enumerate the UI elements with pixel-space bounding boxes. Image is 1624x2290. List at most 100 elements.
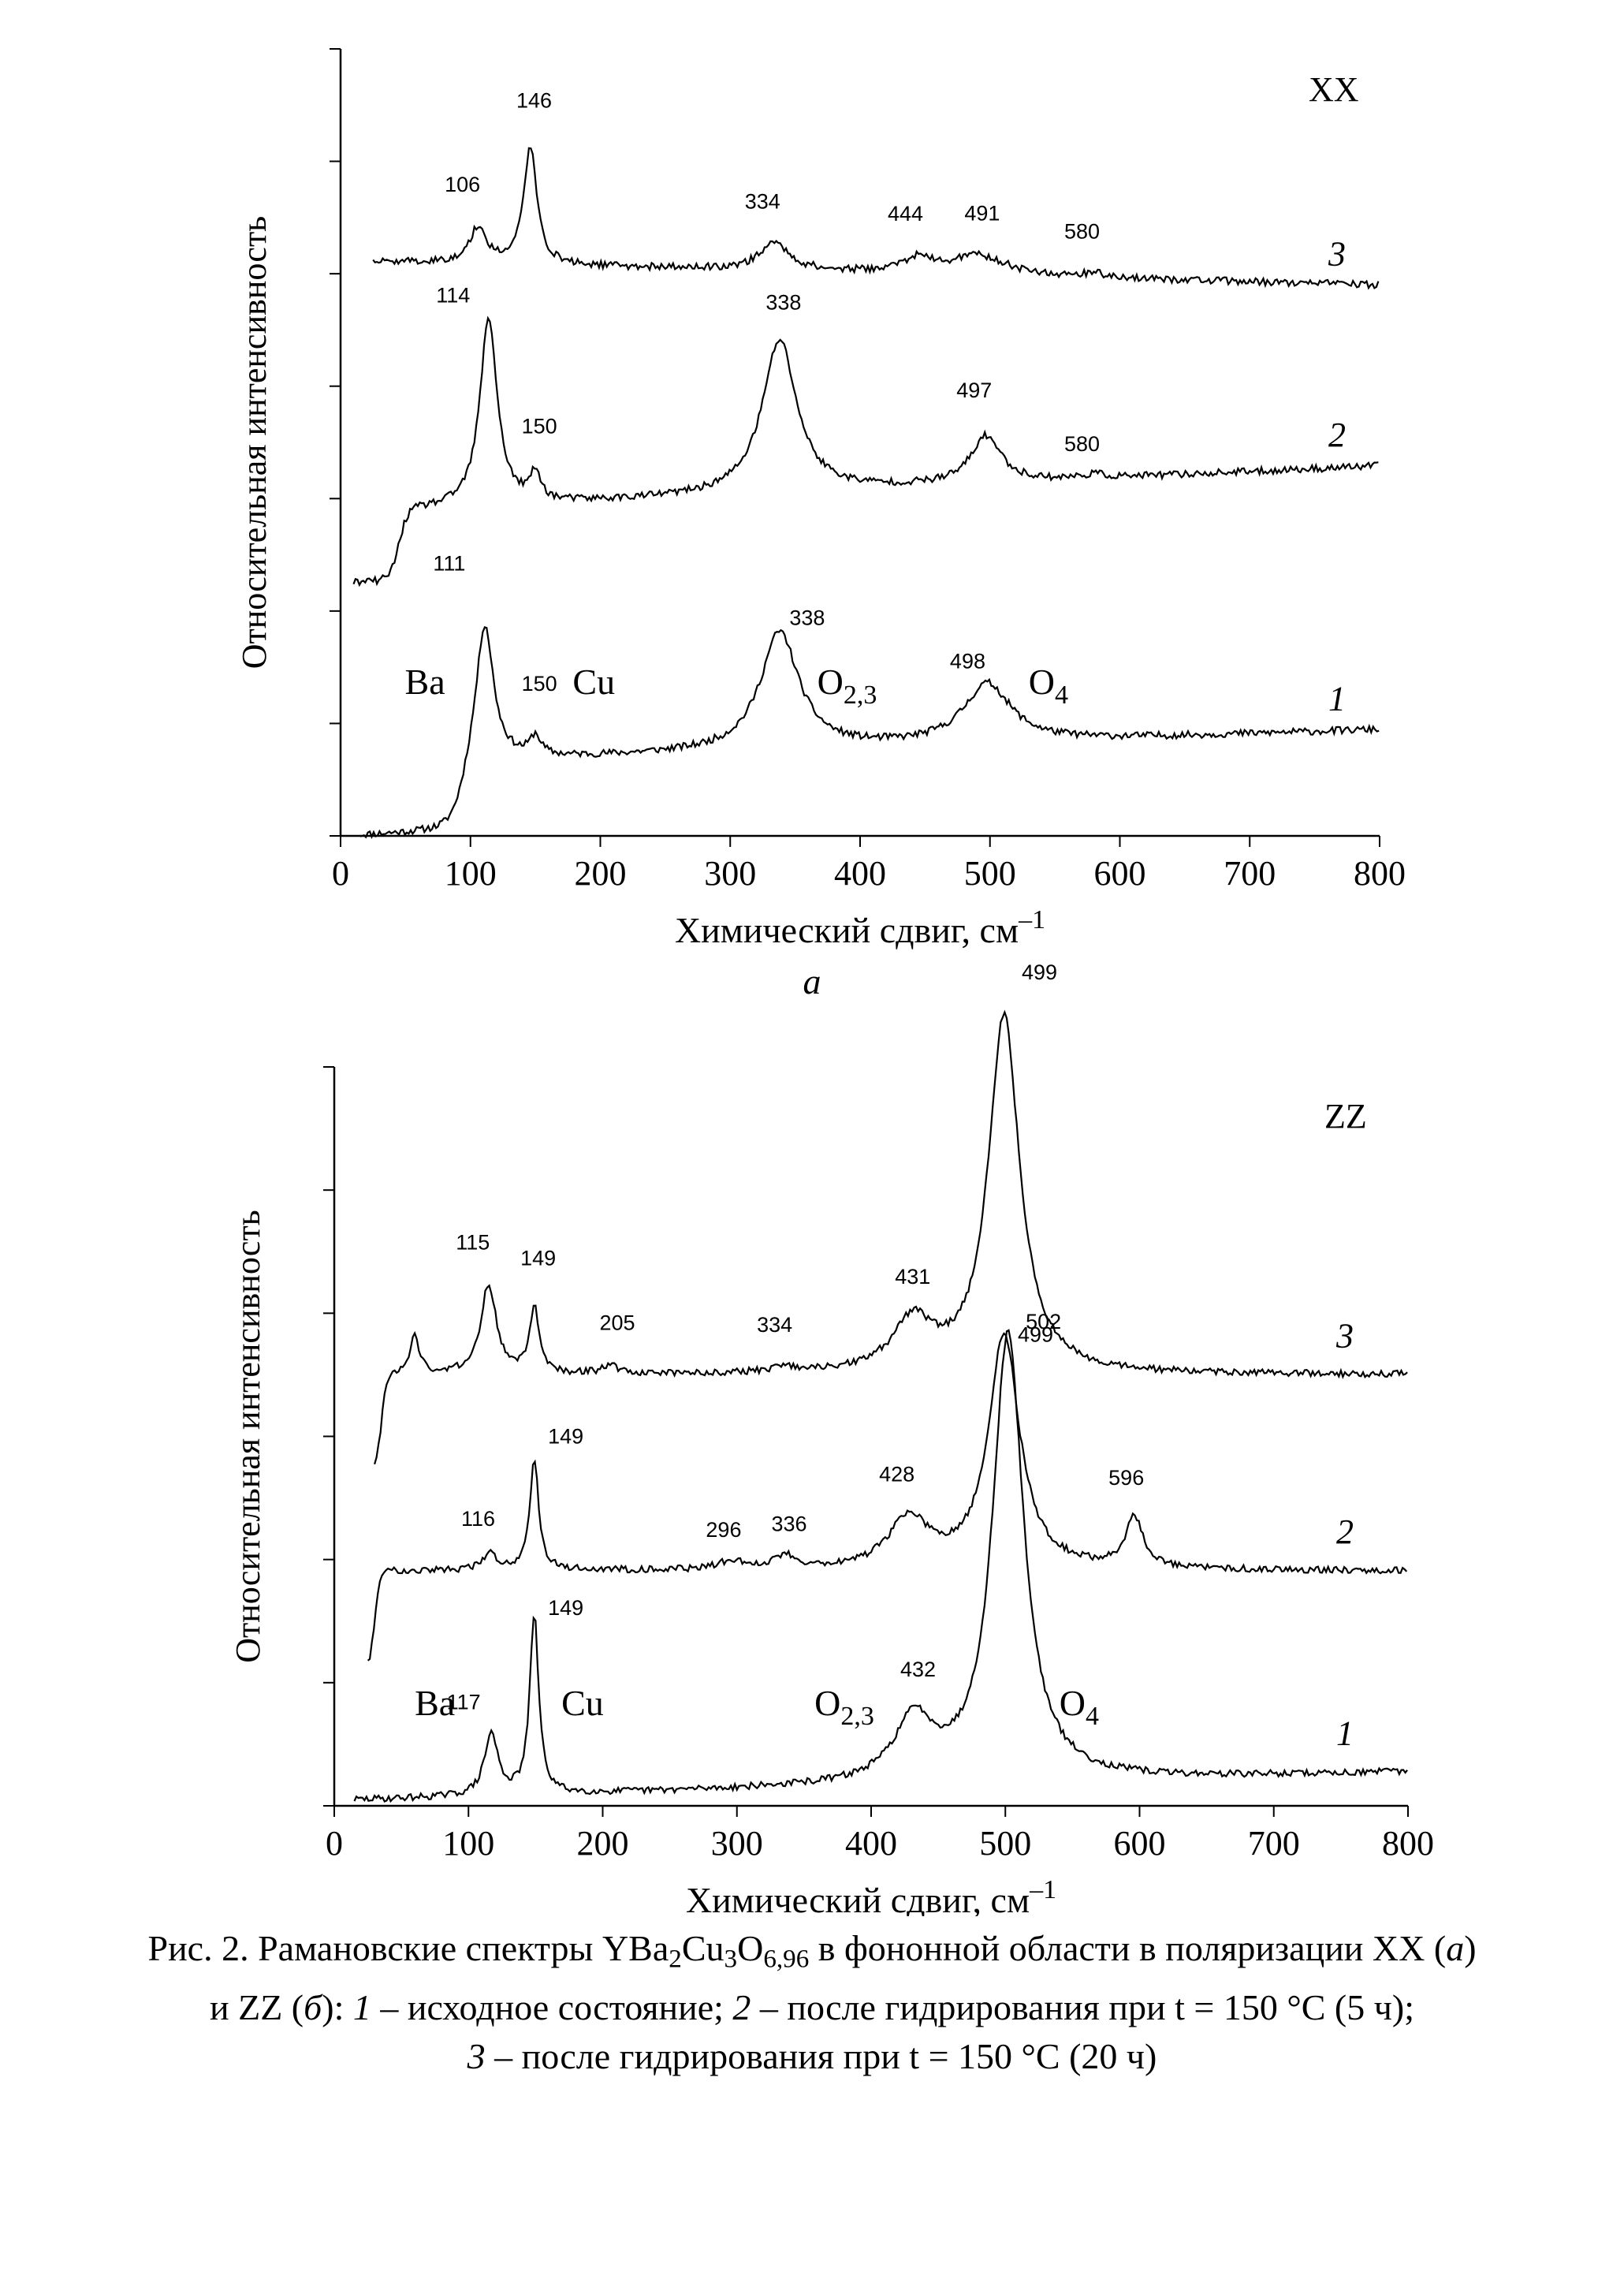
- x-axis-title-superscript: –1: [1018, 905, 1045, 934]
- x-tick-label: 300: [704, 854, 756, 893]
- peak-label: 336: [772, 1512, 807, 1535]
- x-tick-label: 600: [1094, 854, 1146, 893]
- peak-label: 296: [706, 1518, 741, 1542]
- peak-label: 432: [900, 1658, 936, 1681]
- spectrum-line-3: [374, 1009, 1408, 1465]
- mode-label-text: O: [818, 662, 844, 702]
- peak-label: 150: [522, 672, 557, 696]
- caption-text: O: [737, 1928, 764, 1968]
- spectrum-line-2: [367, 1332, 1408, 1662]
- mode-label-subscript: 2,3: [840, 1702, 874, 1731]
- caption-line-1: Рис. 2. Рамановские спектры YBa2Cu3O6,96…: [63, 1924, 1561, 1983]
- mode-label: O4: [1060, 1683, 1099, 1731]
- peak-label: 596: [1108, 1466, 1144, 1490]
- caption-text: в фононной области в поляризации XX (: [809, 1928, 1447, 1968]
- mode-label-text: O: [1029, 662, 1055, 702]
- peak-label: 499: [1022, 960, 1057, 984]
- polarization-label: XX: [1309, 70, 1359, 109]
- x-tick-label: 400: [845, 1824, 897, 1863]
- spectrum-line-3: [372, 147, 1380, 290]
- peak-label: 117: [447, 1691, 481, 1714]
- x-tick-label: 600: [1114, 1824, 1166, 1863]
- y-axis-title: Относительная интенсивность: [229, 1210, 267, 1663]
- x-axis-title-superscript: –1: [1029, 1875, 1056, 1904]
- caption-italic: 2: [732, 1987, 751, 2028]
- mode-label-text: Ba: [415, 1683, 455, 1723]
- caption-subscript: 3: [724, 1944, 738, 1974]
- caption-subscript: 2: [669, 1944, 682, 1974]
- caption-italic: б: [304, 1987, 322, 2028]
- caption-text: ): [1464, 1928, 1477, 1968]
- peak-label: 115: [456, 1231, 490, 1255]
- peak-label: 205: [599, 1311, 635, 1334]
- peak-label: 334: [757, 1313, 792, 1337]
- peak-label: 491: [964, 202, 1000, 226]
- chart-panel-а: 0 100 200 300 400 500 600 700 800 Химический сдви…: [235, 48, 1406, 1001]
- x-axis-title: Химический сдвиг, см–1: [675, 905, 1045, 950]
- mode-label: O2,3: [814, 1683, 874, 1731]
- mode-label: Cu: [561, 1683, 604, 1723]
- caption-text: Cu: [681, 1928, 724, 1968]
- caption-text: – после гидрирования при t = 150 °C (20 …: [485, 2036, 1157, 2077]
- mode-label-text: Ba: [405, 662, 445, 702]
- x-tick-label: 100: [442, 1824, 494, 1863]
- peak-label: 428: [879, 1462, 914, 1486]
- peak-label: 444: [888, 202, 923, 226]
- peak-label: 338: [765, 291, 801, 315]
- peak-label: 114: [436, 284, 470, 308]
- x-tick-label: 700: [1224, 854, 1276, 893]
- mode-label: Cu: [572, 662, 615, 702]
- series-label: 2: [1328, 416, 1346, 454]
- mode-label: O4: [1029, 662, 1068, 710]
- mode-label: Ba: [405, 662, 445, 702]
- spectrum-line-1: [359, 626, 1380, 840]
- caption-text: – после гидрирования при t = 150 °C (5 ч…: [751, 1987, 1414, 2028]
- caption-text: Рис. 2. Рамановские спектры YBa: [147, 1928, 669, 1968]
- caption-italic: 3: [467, 2036, 486, 2077]
- caption-italic: 1: [352, 1987, 371, 2028]
- peak-label: 334: [745, 189, 780, 213]
- x-axis-title-text: Химический сдвиг, см: [686, 1880, 1030, 1916]
- x-tick-label: 700: [1248, 1824, 1300, 1863]
- mode-label-text: O: [814, 1683, 840, 1723]
- x-tick-label: 500: [964, 854, 1016, 893]
- x-tick-label: 500: [979, 1824, 1031, 1863]
- chart-panel-б: 0 100 200 300 400 500 600 700 800 Химический сдви…: [229, 960, 1434, 1916]
- peak-label: 499: [1018, 1322, 1053, 1346]
- x-tick-label: 800: [1354, 854, 1406, 893]
- peak-label: 116: [461, 1507, 495, 1531]
- caption-text: ):: [322, 1987, 353, 2028]
- x-tick-label: 0: [332, 854, 349, 893]
- peak-label: 149: [548, 1424, 583, 1448]
- figure-caption: Рис. 2. Рамановские спектры YBa2Cu3O6,96…: [63, 1924, 1561, 2081]
- peak-label: 149: [548, 1596, 583, 1620]
- mode-label-text: Cu: [561, 1683, 604, 1723]
- peak-label: 111: [433, 551, 465, 575]
- mode-label-subscript: 4: [1086, 1702, 1099, 1731]
- x-tick-label: 100: [445, 854, 497, 893]
- caption-text: и ZZ (: [209, 1987, 304, 2028]
- peak-label: 580: [1064, 220, 1100, 244]
- x-tick-label: 800: [1382, 1824, 1434, 1863]
- x-tick-label: 200: [575, 854, 627, 893]
- peak-label: 149: [520, 1246, 556, 1270]
- peak-label: 502: [1026, 1310, 1061, 1333]
- mode-label-subscript: 2,3: [844, 681, 877, 710]
- x-tick-label: 0: [326, 1824, 343, 1863]
- caption-line-3: 3 – после гидрирования при t = 150 °C (2…: [63, 2032, 1561, 2081]
- series-label: 1: [1328, 679, 1346, 718]
- x-tick-label: 300: [711, 1824, 763, 1863]
- polarization-label: ZZ: [1324, 1097, 1367, 1136]
- series-label: 2: [1336, 1512, 1354, 1551]
- y-axis-title: Относительная интенсивность: [235, 216, 274, 669]
- mode-label-text: Cu: [572, 662, 615, 702]
- series-label: 3: [1335, 1316, 1354, 1355]
- panel-label: а: [803, 961, 821, 1001]
- caption-text: – исходное состояние;: [371, 1987, 733, 2028]
- x-axis-title-text: Химический сдвиг, см: [675, 910, 1019, 950]
- peak-label: 497: [956, 379, 992, 402]
- mode-label: O2,3: [818, 662, 877, 710]
- peak-label: 498: [950, 650, 985, 673]
- raman-figure: 0 100 200 300 400 500 600 700 800 Химический сдви…: [229, 48, 1434, 1916]
